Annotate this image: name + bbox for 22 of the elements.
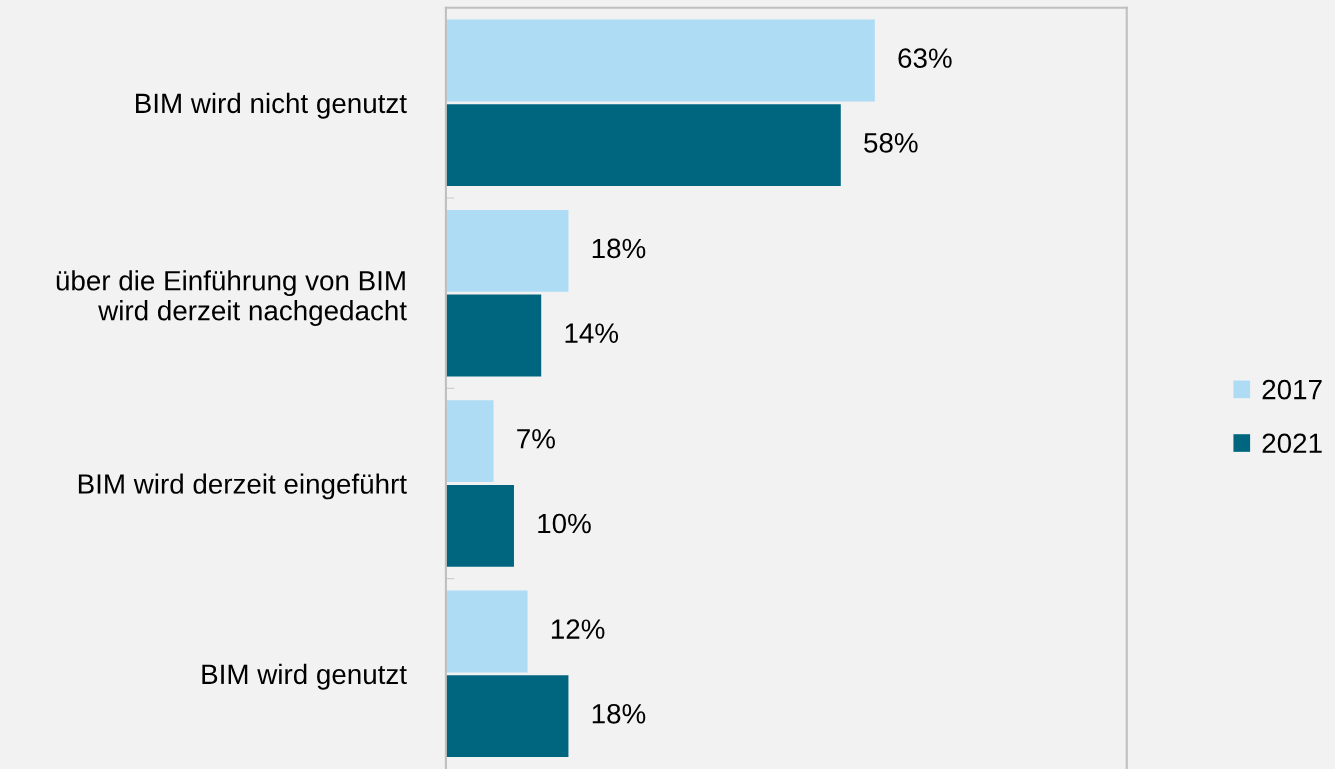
bar	[445, 104, 841, 187]
bar	[445, 400, 494, 483]
data-label: 58%	[864, 132, 918, 153]
y-tick-label: über die Einführung von BIM wird derzeit nachgedacht	[56, 270, 407, 326]
legend-label: 2017	[1262, 379, 1322, 400]
y-tick-label: BIM wird genutzt	[202, 663, 407, 690]
bar	[445, 675, 569, 758]
bar	[445, 484, 514, 567]
data-label: 18%	[592, 238, 646, 259]
legend-label: 2021	[1262, 433, 1322, 454]
bar	[445, 294, 542, 377]
data-label: 12%	[551, 619, 605, 639]
bar	[445, 590, 528, 673]
data-label: 14%	[565, 323, 619, 343]
bar	[445, 209, 569, 292]
data-label: 7%	[517, 429, 555, 449]
y-tick-label: BIM wird derzeit eingeführt	[78, 473, 407, 500]
data-label: 18%	[592, 703, 646, 724]
bar	[445, 19, 875, 102]
data-label: 10%	[538, 513, 591, 534]
y-tick-label: BIM wird nicht genutzt	[136, 92, 407, 119]
data-label: 63%	[898, 48, 952, 68]
